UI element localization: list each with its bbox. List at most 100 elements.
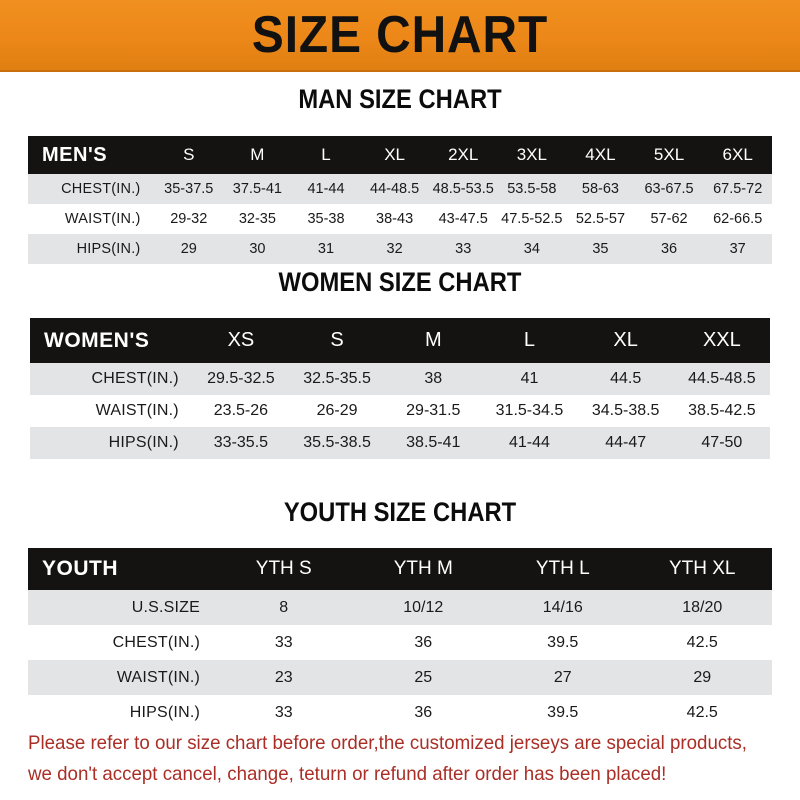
women-section-title: WOMEN SIZE CHART xyxy=(278,267,522,297)
table-cell: 35-37.5 xyxy=(154,174,224,204)
table-cell: 48.5-53.5 xyxy=(428,174,498,204)
table-cell: 38.5-41 xyxy=(385,427,482,459)
table-row: HIPS(IN.) 33-35.5 35.5-38.5 38.5-41 41-44 44-… xyxy=(30,427,770,459)
men-column-header: 4XL xyxy=(566,136,635,174)
table-cell: 29 xyxy=(632,660,772,695)
youth-size-table: YOUTH YTH S YTH M YTH L YTH XL U.S.SIZE 8 10/1… xyxy=(28,548,772,730)
women-column-header: XL xyxy=(577,318,674,363)
women-column-header: XS xyxy=(192,318,289,363)
table-row: CHEST(IN.) 29.5-32.5 32.5-35.5 38 41 44.5 44.5… xyxy=(30,363,770,395)
table-cell: 67.5-72 xyxy=(703,174,772,204)
table-cell: 31 xyxy=(291,234,361,264)
table-cell: 53.5-58 xyxy=(497,174,567,204)
table-cell: 36 xyxy=(353,695,493,730)
table-cell: 44-48.5 xyxy=(360,174,429,204)
table-cell: 32-35 xyxy=(223,204,292,234)
order-policy-note: Please refer to our size chart before or… xyxy=(28,728,750,790)
table-cell: 44-47 xyxy=(577,427,674,459)
women-column-header: S xyxy=(289,318,386,363)
table-cell: 42.5 xyxy=(632,625,772,660)
table-cell: 57-62 xyxy=(634,204,704,234)
women-table-body: CHEST(IN.) 29.5-32.5 32.5-35.5 38 41 44.5 44.5… xyxy=(30,363,770,459)
men-section-title: MAN SIZE CHART xyxy=(298,84,502,114)
women-size-table: WOMEN'S XS S M L XL XXL CHEST(IN.) 29.5-32.5 32.… xyxy=(30,318,770,459)
order-policy-line-1: Please refer to our size chart before or… xyxy=(28,732,747,754)
table-cell: 38 xyxy=(385,363,482,395)
table-cell: 36 xyxy=(634,234,704,264)
table-cell: 44.5-48.5 xyxy=(673,363,770,395)
page-title: SIZE CHART xyxy=(251,6,549,64)
youth-column-header: YTH M xyxy=(353,548,493,590)
table-cell: 29.5-32.5 xyxy=(192,363,289,395)
youth-row-label: HIPS(IN.) xyxy=(28,695,214,730)
table-row: WAIST(IN.) 23.5-26 26-29 29-31.5 31.5-34.5 34… xyxy=(30,395,770,427)
table-cell: 39.5 xyxy=(493,695,633,730)
table-cell: 32 xyxy=(360,234,429,264)
table-row: HIPS(IN.) 33 36 39.5 42.5 xyxy=(28,695,772,730)
table-cell: 44.5 xyxy=(577,363,674,395)
table-cell: 41-44 xyxy=(481,427,578,459)
women-table-header: WOMEN'S XS S M L XL XXL xyxy=(30,318,770,363)
table-cell: 41-44 xyxy=(291,174,361,204)
table-row: WAIST(IN.) 29-32 32-35 35-38 38-43 43-47.5 47.… xyxy=(28,204,772,234)
table-cell: 35-38 xyxy=(291,204,361,234)
youth-row-label: CHEST(IN.) xyxy=(28,625,214,660)
women-column-header: M xyxy=(385,318,482,363)
youth-size-table-wrapper: YOUTH YTH S YTH M YTH L YTH XL U.S.SIZE 8 10/1… xyxy=(28,548,772,730)
table-row: CHEST(IN.) 33 36 39.5 42.5 xyxy=(28,625,772,660)
table-cell: 29 xyxy=(154,234,224,264)
women-column-header: XXL xyxy=(673,318,770,363)
table-header-row: YOUTH YTH S YTH M YTH L YTH XL xyxy=(28,548,772,590)
men-row-label: CHEST(IN.) xyxy=(28,174,155,204)
women-row-label: HIPS(IN.) xyxy=(30,427,193,459)
table-cell: 58-63 xyxy=(566,174,635,204)
table-header-row: WOMEN'S XS S M L XL XXL xyxy=(30,318,770,363)
table-cell: 33 xyxy=(428,234,498,264)
table-cell: 36 xyxy=(353,625,493,660)
order-policy-line-2: we don't accept cancel, change, teturn o… xyxy=(28,763,667,785)
men-row-label: WAIST(IN.) xyxy=(28,204,155,234)
men-column-header: 6XL xyxy=(703,136,772,174)
table-cell: 26-29 xyxy=(289,395,386,427)
men-column-header: L xyxy=(291,136,361,174)
men-row-label: HIPS(IN.) xyxy=(28,234,155,264)
table-cell: 34 xyxy=(497,234,567,264)
women-row-label: WAIST(IN.) xyxy=(30,395,193,427)
table-cell: 47.5-52.5 xyxy=(497,204,567,234)
page-banner: SIZE CHART xyxy=(0,0,800,72)
table-cell: 29-31.5 xyxy=(385,395,482,427)
table-cell: 23 xyxy=(214,660,354,695)
table-cell: 14/16 xyxy=(493,590,633,625)
table-cell: 10/12 xyxy=(353,590,493,625)
table-cell: 42.5 xyxy=(632,695,772,730)
table-row: HIPS(IN.) 29 30 31 32 33 34 35 36 37 xyxy=(28,234,772,264)
table-cell: 33-35.5 xyxy=(192,427,289,459)
table-cell: 38-43 xyxy=(360,204,429,234)
table-cell: 37.5-41 xyxy=(223,174,292,204)
table-cell: 30 xyxy=(223,234,292,264)
men-column-header: M xyxy=(223,136,292,174)
table-cell: 29-32 xyxy=(154,204,224,234)
table-row: CHEST(IN.) 35-37.5 37.5-41 41-44 44-48.5 48.5… xyxy=(28,174,772,204)
men-column-header: S xyxy=(154,136,224,174)
table-cell: 33 xyxy=(214,695,354,730)
table-cell: 37 xyxy=(703,234,772,264)
youth-row-label: WAIST(IN.) xyxy=(28,660,214,695)
youth-column-header: YTH XL xyxy=(632,548,772,590)
men-column-header: 5XL xyxy=(634,136,704,174)
table-cell: 63-67.5 xyxy=(634,174,704,204)
table-cell: 33 xyxy=(214,625,354,660)
table-cell: 47-50 xyxy=(673,427,770,459)
women-column-header: L xyxy=(481,318,578,363)
table-cell: 43-47.5 xyxy=(428,204,498,234)
men-table-body: CHEST(IN.) 35-37.5 37.5-41 41-44 44-48.5 48.5… xyxy=(28,174,772,264)
youth-column-header: YTH S xyxy=(214,548,354,590)
table-row: WAIST(IN.) 23 25 27 29 xyxy=(28,660,772,695)
table-cell: 8 xyxy=(214,590,354,625)
men-column-header: 2XL xyxy=(428,136,498,174)
youth-section-title: YOUTH SIZE CHART xyxy=(283,497,517,527)
men-column-header: 3XL xyxy=(497,136,567,174)
table-cell: 52.5-57 xyxy=(566,204,635,234)
men-size-table: MEN'S S M L XL 2XL 3XL 4XL 5XL 6XL CHEST(IN.) 35-3… xyxy=(28,136,772,264)
